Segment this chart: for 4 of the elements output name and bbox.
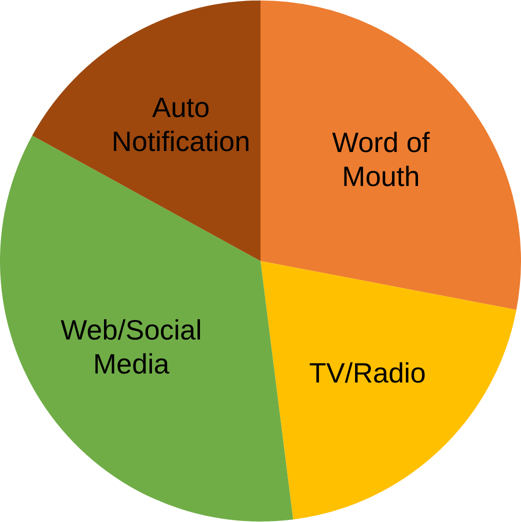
slice-label: Web/Social Media	[60, 314, 202, 380]
slice-label: TV/Radio	[309, 358, 426, 389]
slice-label: Word of Mouth	[332, 127, 430, 192]
slice-label: Auto Notification	[112, 92, 250, 158]
